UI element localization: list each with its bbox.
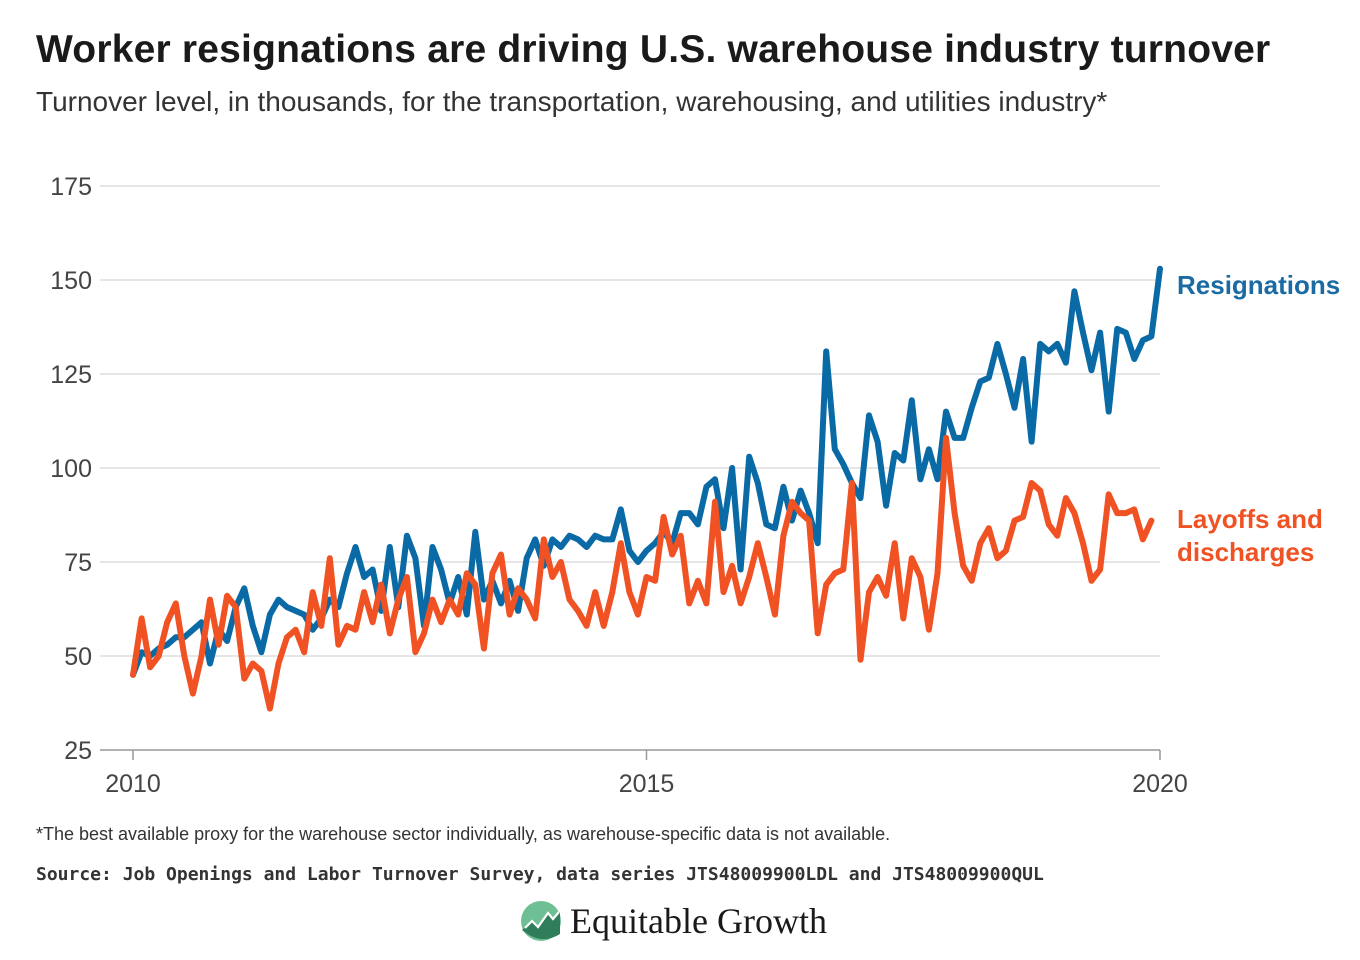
source-note: Source: Job Openings and Labor Turnover … [36,864,1044,885]
y-tick-label: 75 [64,549,92,577]
series-end-label: discharges [1177,537,1314,567]
y-tick-label: 175 [50,173,92,201]
chart-subtitle: Turnover level, in thousands, for the tr… [36,86,1108,117]
y-tick-label: 25 [64,737,92,765]
series-line-resignations [130,265,1163,678]
brand-logo: Equitable Growth [520,900,827,942]
y-tick-label: 125 [50,361,92,389]
series-end-label: Resignations [1177,270,1340,300]
line-chart-circle-icon [521,901,561,941]
series-end-label: Layoffs and [1177,504,1323,534]
line-chart: 25 50 75 100 125 150 175 2010 2015 2020 Resignat… [50,173,1340,798]
x-tick-label: 2010 [105,770,161,798]
y-tick-label: 100 [50,455,92,483]
series-layer [130,265,1163,712]
x-tick-label: 2015 [619,770,675,798]
footnote: *The best available proxy for the wareho… [36,824,891,844]
y-tick-label: 150 [50,267,92,295]
x-axis: 2010 2015 2020 [105,750,1188,798]
grid-layer: 25 50 75 100 125 150 175 [50,173,1160,765]
series-line-layoffs-and-discharges [130,434,1155,712]
brand-name: Equitable Growth [570,901,827,941]
chart-title: Worker resignations are driving U.S. war… [36,28,1271,71]
x-tick-label: 2020 [1132,770,1188,798]
y-tick-label: 50 [64,643,92,671]
